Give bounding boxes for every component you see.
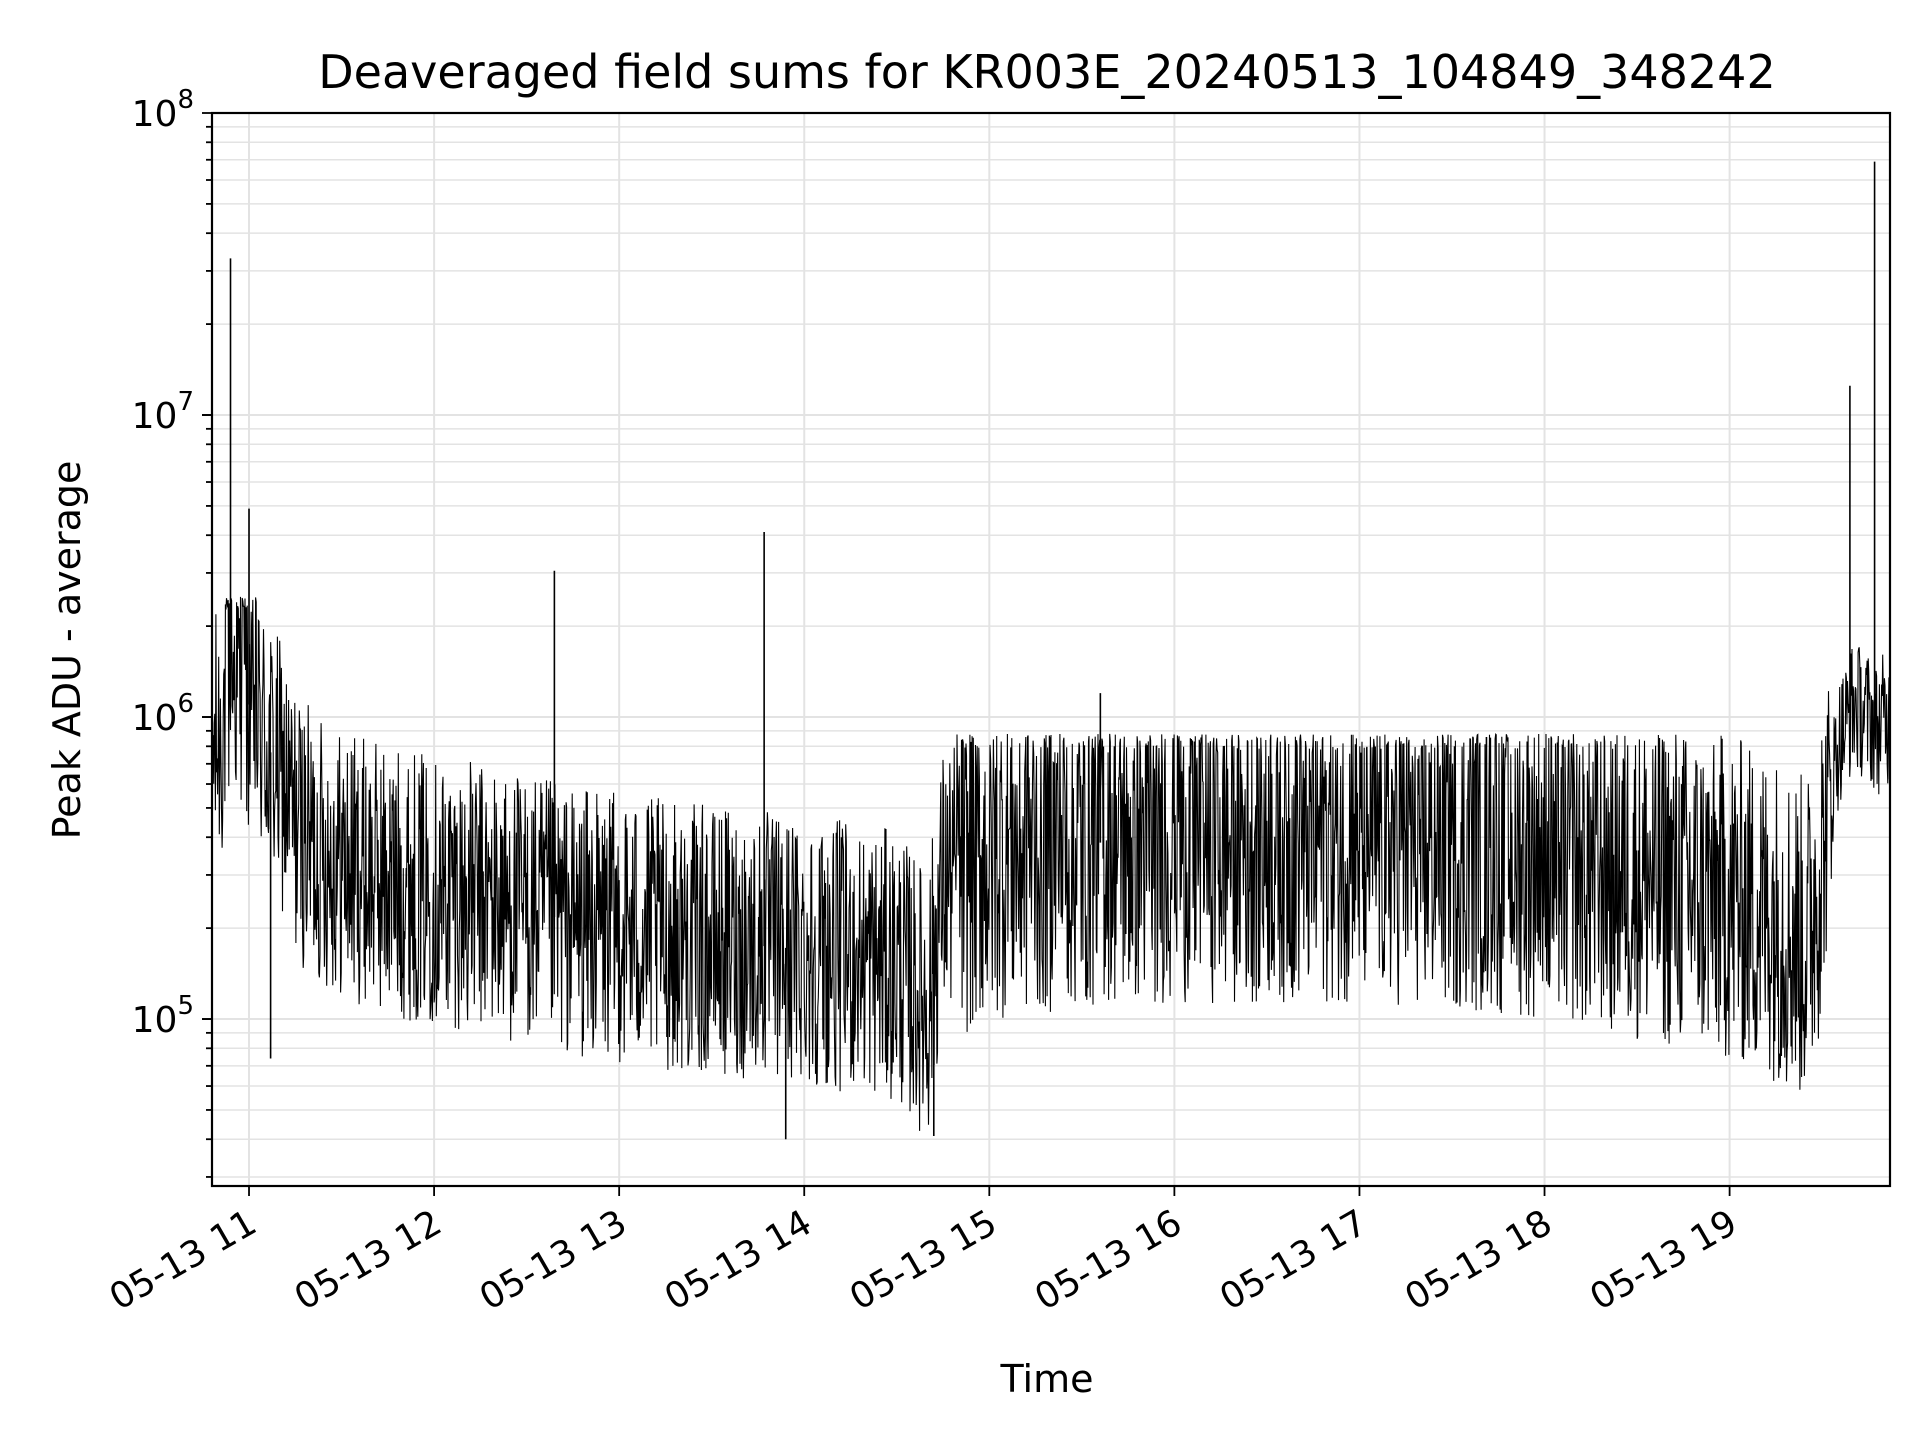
series-line [211, 596, 1891, 1131]
x-tick-label: 05-13 16 [1028, 1202, 1189, 1318]
chart-title: Deaveraged field sums for KR003E_2024051… [318, 45, 1775, 99]
grid [212, 112, 1890, 1186]
y-tick-label: 106 [132, 689, 194, 739]
x-tick-label: 05-13 19 [1583, 1202, 1744, 1318]
x-axis: 05-13 11 05-13 12 05-13 13 05-13 14 05-13 15… [103, 1186, 1744, 1319]
y-axis-label: Peak ADU - average [45, 461, 89, 840]
y-tick-label: 107 [132, 387, 194, 437]
x-axis-label: Time [1000, 1357, 1094, 1401]
x-tick-label: 05-13 13 [473, 1202, 634, 1318]
x-tick-label: 05-13 11 [103, 1202, 264, 1318]
y-tick-label: 105 [132, 991, 194, 1041]
x-tick-label: 05-13 14 [658, 1202, 819, 1318]
y-tick-label: 108 [132, 85, 194, 135]
x-tick-label: 05-13 17 [1213, 1202, 1374, 1318]
y-axis: 105 106 107 108 [132, 85, 212, 1178]
series-area [211, 161, 1891, 1140]
plot-frame [210, 111, 1892, 1188]
x-tick-label: 05-13 15 [843, 1202, 1004, 1318]
x-tick-label: 05-13 12 [288, 1202, 449, 1318]
x-tick-label: 05-13 18 [1398, 1202, 1559, 1318]
